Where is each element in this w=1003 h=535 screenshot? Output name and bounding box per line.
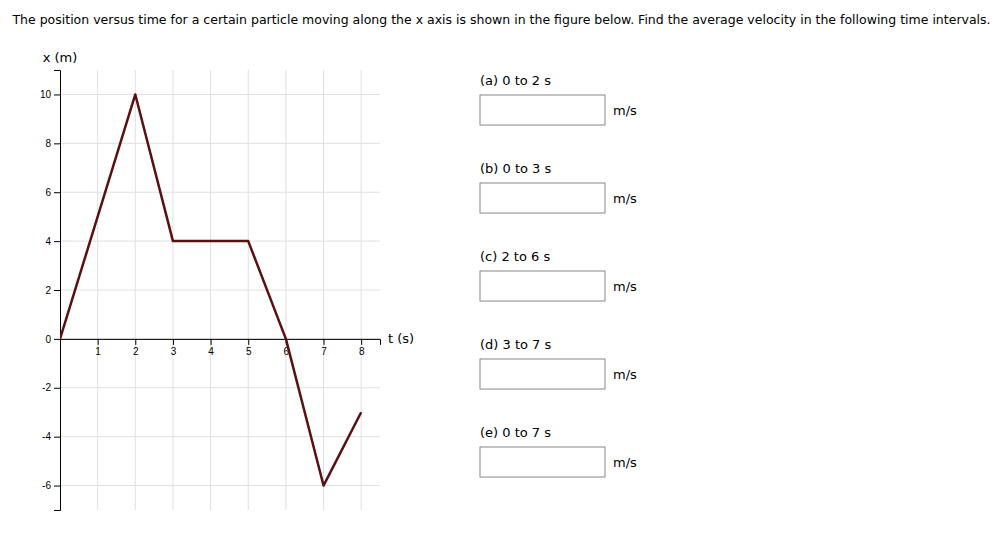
tick-label: 3 — [171, 346, 177, 357]
question-label: (e) 0 to 7 s — [480, 425, 551, 440]
tick: -4 — [42, 431, 60, 442]
question-label: (c) 2 to 6 s — [480, 249, 550, 264]
tick-mark — [54, 241, 60, 242]
tick: 1 — [95, 339, 101, 357]
tick-label: 6 — [45, 187, 51, 198]
input-box[interactable] — [480, 95, 605, 125]
axis-line — [54, 71, 61, 511]
tick: 2 — [133, 339, 139, 357]
units-label: m/s — [613, 279, 637, 294]
tick-mark — [98, 339, 99, 345]
grid-line — [60, 387, 380, 388]
tick-mark — [211, 339, 212, 345]
tick: 6 — [45, 187, 60, 198]
tick-label: 2 — [133, 346, 139, 357]
question-label: (d) 3 to 7 s — [480, 337, 552, 352]
tick-mark — [248, 339, 249, 345]
y-axis-label: x (m) — [43, 50, 78, 65]
tick-mark — [54, 437, 60, 438]
units-label: m/s — [613, 455, 637, 470]
tick-mark — [54, 192, 60, 193]
tick-label: 2 — [45, 285, 51, 296]
tick-mark — [324, 339, 325, 345]
tick-mark — [54, 486, 60, 487]
tick: 4 — [45, 236, 60, 247]
grid-line — [60, 143, 380, 144]
tick-label: 7 — [321, 346, 327, 357]
tick-label: 1 — [95, 346, 101, 357]
axis-line — [61, 339, 381, 345]
grid — [60, 70, 380, 510]
tick-mark — [361, 339, 362, 345]
units-label: m/s — [613, 367, 637, 382]
tick-label: 4 — [208, 346, 214, 357]
x-axis: 12345678 — [61, 339, 381, 357]
questions: (a) 0 to 2 s m/s (b) 0 to 3 s m/s (c) 2 to 6… — [480, 73, 637, 477]
tick: -6 — [42, 480, 60, 491]
tick-label: 4 — [45, 236, 51, 247]
tick-label: -4 — [42, 431, 51, 442]
tick-mark — [54, 388, 60, 389]
input-box[interactable] — [480, 447, 605, 477]
tick-mark — [135, 339, 136, 345]
tick-mark — [54, 94, 60, 95]
question-label: (b) 0 to 3 s — [480, 161, 552, 176]
tick-label: 8 — [359, 346, 365, 357]
grid-line — [60, 290, 380, 291]
grid-line — [60, 94, 380, 95]
x-axis-label: t (s) — [388, 331, 414, 346]
units-label: m/s — [613, 191, 637, 206]
input-box[interactable] — [480, 359, 605, 389]
tick: 10 — [40, 89, 60, 100]
tick: 5 — [246, 339, 252, 357]
tick-mark — [54, 143, 60, 144]
tick-mark — [173, 339, 174, 345]
tick: 4 — [208, 339, 214, 357]
chart: The position versus time for a certain p… — [0, 0, 1003, 535]
tick: 8 — [45, 138, 60, 149]
tick: 0 — [45, 334, 60, 345]
grid-line — [60, 436, 380, 437]
tick-label: -2 — [42, 382, 51, 393]
tick-label: 8 — [45, 138, 51, 149]
tick: 3 — [171, 339, 177, 357]
marks — [60, 94, 361, 485]
tick-label: 5 — [246, 346, 252, 357]
input-box[interactable] — [480, 183, 605, 213]
tick-label: -6 — [42, 480, 51, 491]
title: The position versus time for a certain p… — [11, 12, 990, 27]
tick-label: 0 — [45, 334, 51, 345]
data-line — [60, 94, 361, 485]
question-label: (a) 0 to 2 s — [480, 73, 551, 88]
tick: 7 — [321, 339, 327, 357]
input-box[interactable] — [480, 271, 605, 301]
tick: 8 — [359, 339, 365, 357]
tick-label: 10 — [40, 89, 52, 100]
tick-mark — [54, 290, 60, 291]
grid-line — [60, 485, 380, 486]
tick: 2 — [45, 285, 60, 296]
y-axis: -6 -4 -2 0 2 4 6 8 10 — [40, 71, 61, 511]
grid-line — [60, 192, 380, 193]
units-label: m/s — [613, 103, 637, 118]
tick: -2 — [42, 382, 60, 393]
tick-mark — [54, 339, 60, 340]
